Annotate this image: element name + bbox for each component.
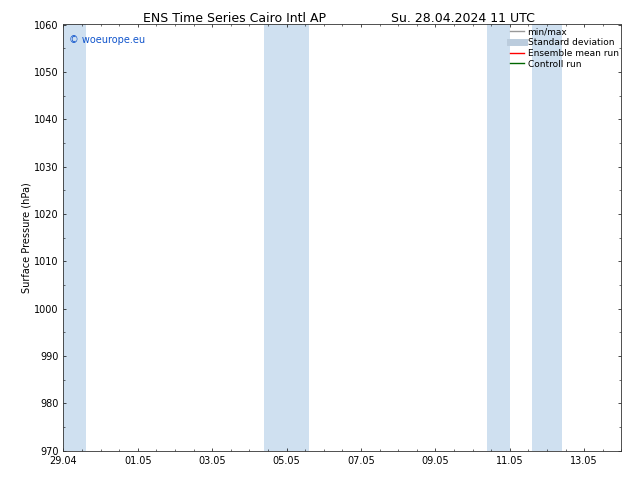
Bar [532, 24, 562, 451]
Bar [264, 24, 309, 451]
Bar [61, 24, 86, 451]
Legend: min/max, Standard deviation, Ensemble mean run, Controll run: min/max, Standard deviation, Ensemble me… [510, 27, 619, 69]
Y-axis label: Surface Pressure (hPa): Surface Pressure (hPa) [21, 182, 31, 293]
Text: ENS Time Series Cairo Intl AP: ENS Time Series Cairo Intl AP [143, 12, 326, 25]
Bar [488, 24, 510, 451]
Text: Su. 28.04.2024 11 UTC: Su. 28.04.2024 11 UTC [391, 12, 534, 25]
Text: © woeurope.eu: © woeurope.eu [69, 35, 145, 45]
